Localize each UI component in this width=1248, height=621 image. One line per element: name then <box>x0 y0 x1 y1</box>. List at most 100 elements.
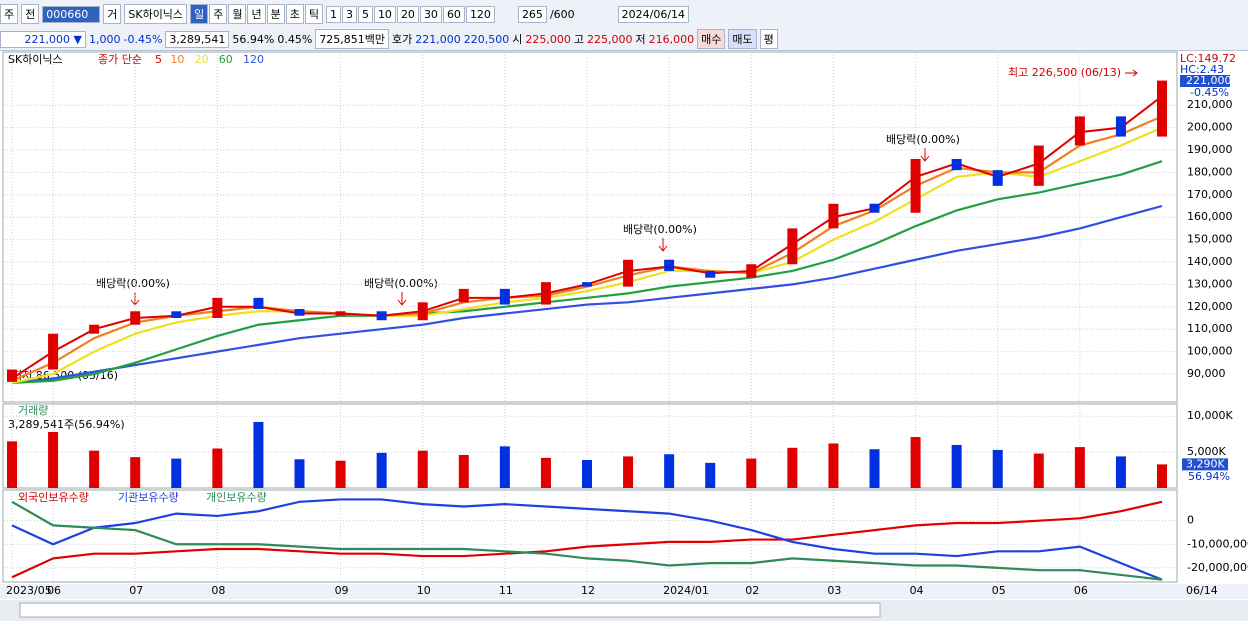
y-tick-label: 100,000 <box>1187 345 1233 358</box>
last-change: -0.45% <box>1190 86 1229 99</box>
count-button[interactable]: 1 <box>325 5 341 23</box>
y-tick-label: 210,000 <box>1187 98 1233 111</box>
volume-bar <box>540 457 551 488</box>
candle <box>458 288 469 303</box>
total-count: /600 <box>549 7 575 21</box>
prefix[interactable]: 전 <box>21 4 40 24</box>
x-tick-label: 04 <box>910 584 924 597</box>
y-tick-label: -20,000,000 <box>1187 561 1248 574</box>
chart-bg <box>0 51 1248 601</box>
candle <box>376 311 387 321</box>
cursor-date: 06/14 <box>1186 584 1218 597</box>
code[interactable]: 000660 <box>42 5 101 23</box>
interval-button[interactable]: 년 <box>247 4 266 24</box>
candle <box>1115 116 1126 137</box>
y-tick-label: 130,000 <box>1187 277 1233 290</box>
bid: 220,500 <box>463 32 510 46</box>
holdings-panel <box>2 489 1178 583</box>
candle <box>746 264 757 278</box>
interval-button[interactable]: 일 <box>190 4 209 24</box>
candle <box>869 203 880 213</box>
y-tick-label: 10,000K <box>1187 409 1233 422</box>
candle <box>294 309 305 316</box>
high: 225,000 <box>587 32 633 46</box>
interval-button[interactable]: 분 <box>266 4 285 24</box>
legend-title: SK하이닉스 <box>8 52 63 66</box>
high-label: 고 <box>573 33 585 46</box>
count-button[interactable]: 3 <box>341 5 357 23</box>
volume-bar <box>623 456 634 488</box>
interval-button[interactable]: 틱 <box>304 4 323 24</box>
volume-label: 3,290K <box>1186 457 1225 470</box>
candle <box>335 311 346 316</box>
volume-bar <box>582 460 592 488</box>
legend-foreign: 외국인보유수량 <box>18 491 89 504</box>
x-tick-label: 05 <box>992 584 1006 597</box>
interval-button[interactable]: 주 <box>209 4 228 24</box>
high-arrow <box>1125 69 1138 77</box>
legend-institution: 기관보유수량 <box>118 491 179 504</box>
period[interactable]: 주 <box>0 4 19 24</box>
y-tick-label: 0 <box>1187 514 1194 527</box>
scroll-thumb[interactable] <box>19 602 881 618</box>
candle <box>787 228 798 265</box>
volume-bar <box>253 421 264 488</box>
count-button[interactable]: 10 <box>373 5 396 23</box>
volume-bar <box>1115 456 1126 488</box>
x-tick-label: 10 <box>417 584 431 597</box>
volume-bar <box>48 432 59 488</box>
quote-bar: 221,000 ▼ 1,000 -0.45% 3,289,541 56.94% … <box>0 28 1248 51</box>
volume: 3,289,541 <box>165 30 230 48</box>
volume-bar <box>89 450 100 488</box>
stock-name[interactable]: SK하이닉스 <box>124 4 188 24</box>
low-label: 저 <box>635 33 646 46</box>
count-button[interactable]: 20 <box>396 5 419 23</box>
volume-bar <box>212 448 223 488</box>
candle <box>910 158 921 213</box>
count-button[interactable]: 120 <box>465 5 495 23</box>
sell-button[interactable]: 매도 <box>728 29 757 49</box>
price: 221,000 ▼ <box>0 30 86 48</box>
candle <box>705 270 716 278</box>
candle <box>253 297 264 310</box>
y-tick-label: 90,000 <box>1187 367 1226 380</box>
x-tick-label: 2023/05 <box>6 584 52 597</box>
candle <box>7 369 17 382</box>
counts: 1 3 5 10 20 30 60 120 <box>325 5 495 23</box>
x-tick-label: 07 <box>129 584 143 597</box>
line-holding <box>11 498 1163 581</box>
interval-button[interactable]: 월 <box>228 4 247 24</box>
count-button[interactable]: 30 <box>419 5 442 23</box>
buy-button[interactable]: 매수 <box>697 29 726 49</box>
ex-dividend: 배당락(0.00%) <box>96 277 170 290</box>
mode[interactable]: 거 <box>103 4 122 24</box>
volume-bar <box>376 452 387 488</box>
x-tick-label: 12 <box>581 584 595 597</box>
count-button[interactable]: 60 <box>442 5 465 23</box>
volume-subtitle: 3,289,541주(56.94%) <box>8 418 125 431</box>
visible-count[interactable]: 265 <box>517 5 547 23</box>
candle <box>1074 116 1085 146</box>
volume-bar <box>1157 464 1167 488</box>
y-tick-label: 150,000 <box>1187 233 1233 246</box>
volume-bar <box>664 454 675 488</box>
volume-bar <box>171 458 182 488</box>
volume-ratio: 56.94% <box>232 32 275 46</box>
volume-bar <box>951 444 962 488</box>
x-tick-label: 06 <box>47 584 61 597</box>
interval-button[interactable]: 초 <box>285 4 304 24</box>
volume-bar <box>787 447 798 488</box>
change-pct: -0.45% <box>123 32 163 46</box>
date[interactable]: 2024/06/14 <box>617 5 690 23</box>
candle <box>992 170 1003 186</box>
candle <box>499 288 510 305</box>
candle <box>89 324 100 334</box>
count-button[interactable]: 5 <box>357 5 373 23</box>
last-price: 221,000 <box>1186 74 1232 87</box>
line-holding <box>11 500 1163 581</box>
price-box <box>1180 75 1230 87</box>
price-panel <box>2 51 1178 403</box>
avg-button[interactable]: 평 <box>759 29 778 49</box>
y-tick-label: 190,000 <box>1187 143 1233 156</box>
